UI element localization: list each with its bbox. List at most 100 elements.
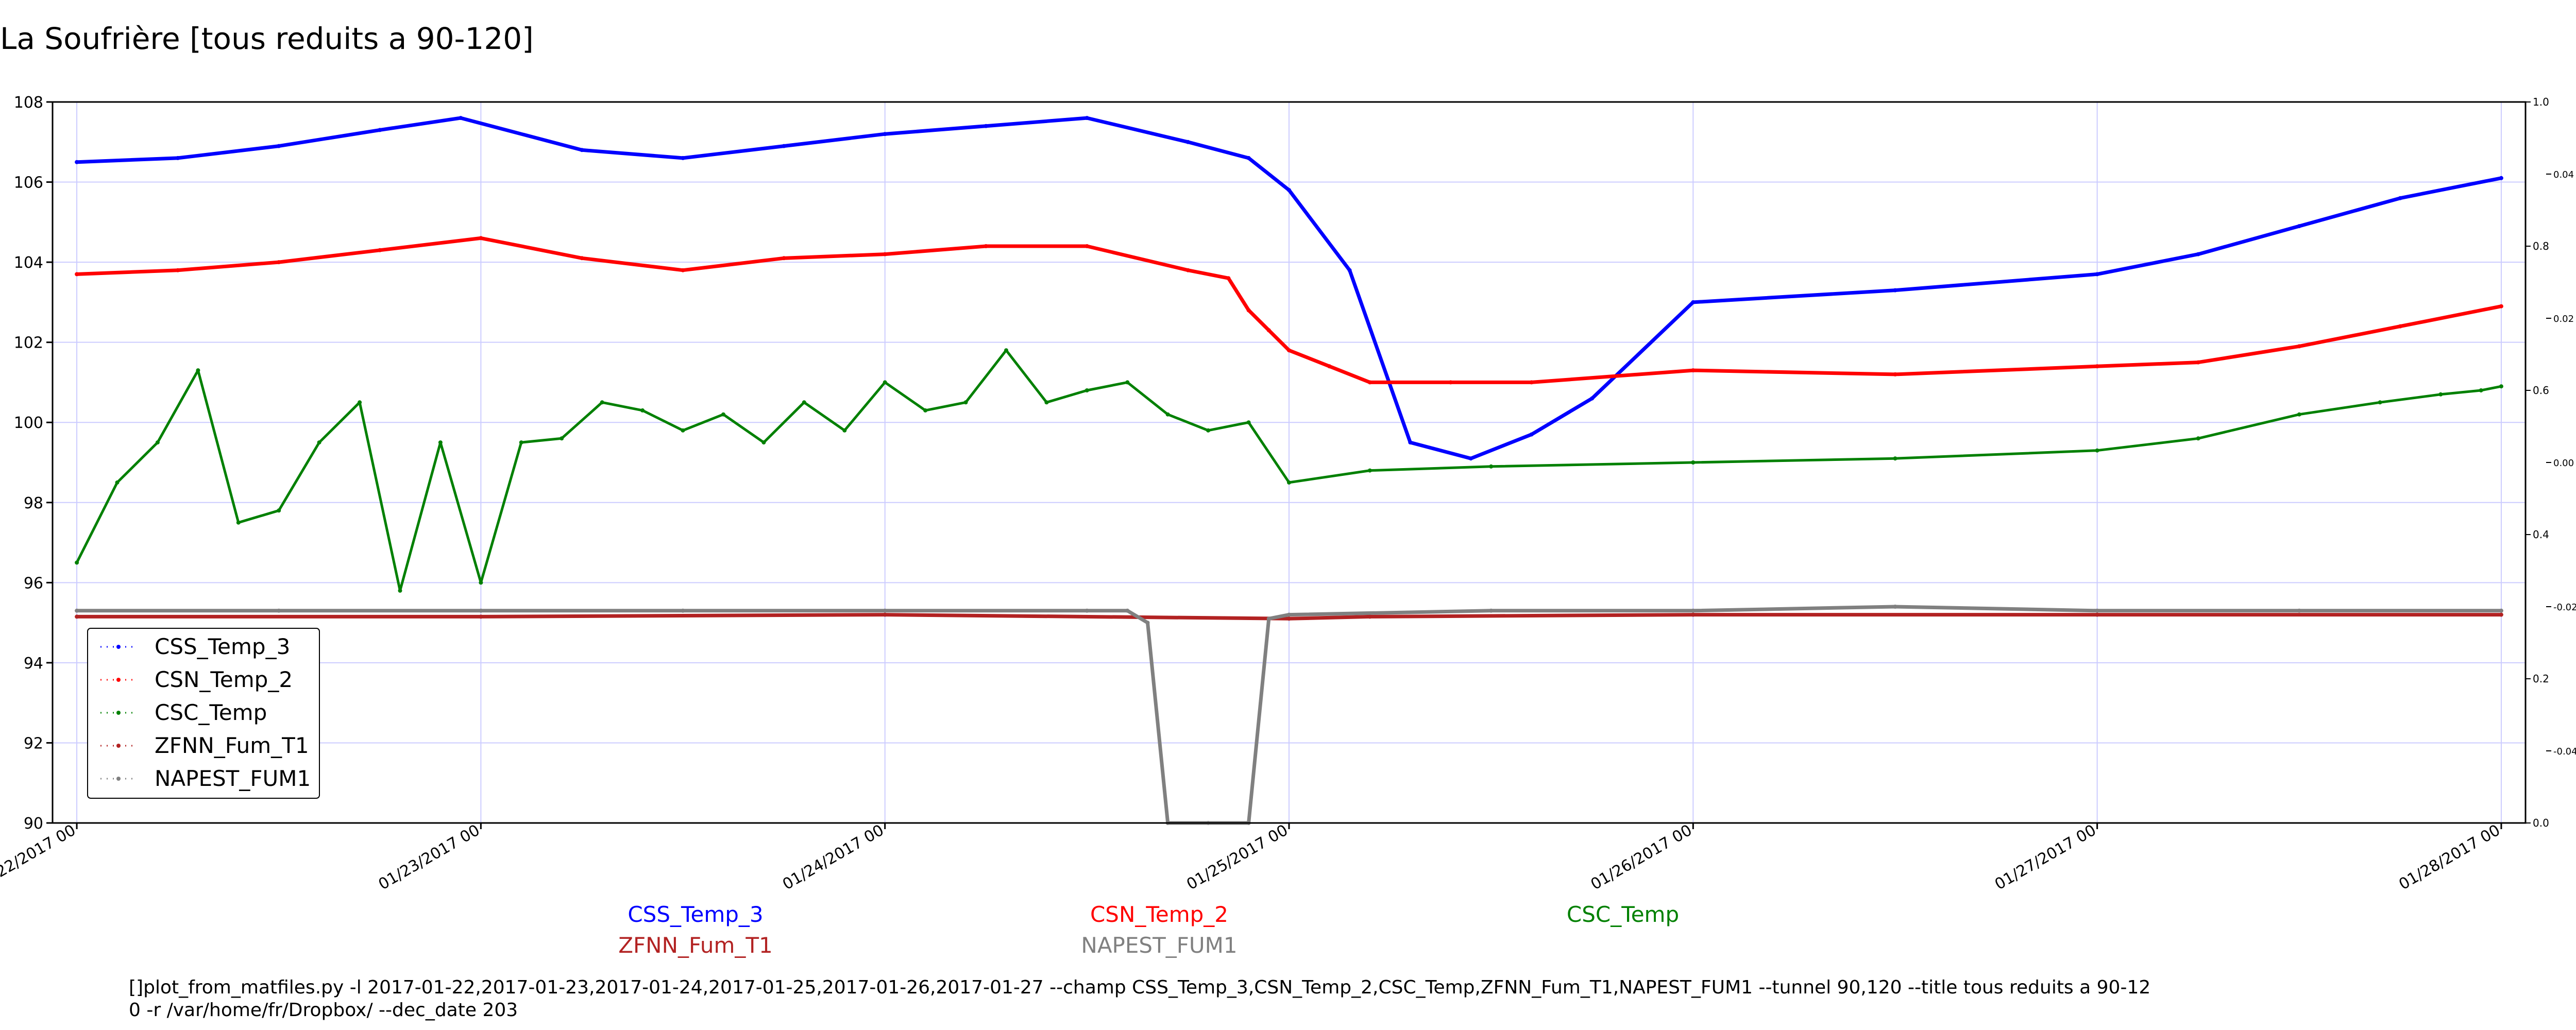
data-point-CSS_Temp_3 xyxy=(1468,456,1473,461)
data-point-CSC_Temp xyxy=(721,412,725,417)
data-point-NAPEST_FUM1 xyxy=(2499,608,2503,613)
data-point-NAPEST_FUM1 xyxy=(75,608,79,613)
data-point-CSN_Temp_2 xyxy=(883,252,887,256)
right-tick-label: 0.0 xyxy=(2533,817,2549,829)
series-line-CSS_Temp_3 xyxy=(76,116,2502,460)
data-point-CSN_Temp_2 xyxy=(984,244,988,248)
data-point-CSS_Temp_3 xyxy=(2398,196,2402,200)
data-point-NAPEST_FUM1 xyxy=(1893,605,1897,609)
legend-marker xyxy=(116,744,121,748)
data-point-CSC_Temp xyxy=(1004,348,1008,353)
data-point-CSC_Temp xyxy=(761,440,766,445)
data-point-CSN_Temp_2 xyxy=(1327,364,1332,369)
data-point-CSC_Temp xyxy=(115,480,120,485)
y-tick-label: 106 xyxy=(14,174,43,192)
data-point-CSN_Temp_2 xyxy=(580,256,584,261)
data-point-CSC_Temp xyxy=(479,580,483,585)
data-point-CSN_Temp_2 xyxy=(1367,380,1372,385)
data-point-CSC_Temp xyxy=(842,428,847,433)
data-point-CSS_Temp_3 xyxy=(1084,116,1089,121)
data-point-CSS_Temp_3 xyxy=(378,128,382,132)
data-point-NAPEST_FUM1 xyxy=(1489,608,1494,613)
data-point-CSN_Temp_2 xyxy=(2095,364,2099,369)
y-tick-label: 92 xyxy=(24,734,43,752)
series-annotation: ZFNN_Fum_T1 xyxy=(618,933,773,958)
legend-box xyxy=(87,628,320,799)
legend-marker xyxy=(116,711,121,715)
data-point-CSN_Temp_2 xyxy=(75,272,79,277)
data-point-CSC_Temp xyxy=(600,400,604,405)
data-point-CSC_Temp xyxy=(196,368,200,373)
data-point-CSC_Temp xyxy=(1287,480,1291,485)
data-point-CSN_Temp_2 xyxy=(1529,380,1534,385)
data-point-CSC_Temp xyxy=(155,440,160,445)
data-point-CSN_Temp_2 xyxy=(1226,276,1231,281)
data-point-CSS_Temp_3 xyxy=(277,144,281,148)
data-point-NAPEST_FUM1 xyxy=(2095,608,2099,613)
data-point-CSC_Temp xyxy=(75,560,79,565)
data-point-CSC_Temp xyxy=(883,380,887,385)
data-point-CSN_Temp_2 xyxy=(479,236,483,241)
data-point-CSC_Temp xyxy=(2095,448,2099,453)
y-tick-label: 100 xyxy=(14,414,43,432)
data-point-CSS_Temp_3 xyxy=(2196,252,2200,256)
legend-label: ZFNN_Fum_T1 xyxy=(155,733,309,758)
data-point-CSS_Temp_3 xyxy=(1590,396,1595,401)
data-point-CSC_Temp xyxy=(1489,464,1494,469)
data-point-CSS_Temp_3 xyxy=(681,156,685,160)
right-tick-label-secondary: -0.04 xyxy=(2553,746,2576,757)
data-point-CSC_Temp xyxy=(802,400,806,405)
data-point-CSC_Temp xyxy=(236,520,241,525)
x-tick-label: 01/26/2017 00 xyxy=(1588,821,1696,894)
y-tick-label: 102 xyxy=(14,334,43,352)
data-point-CSC_Temp xyxy=(1246,420,1251,425)
data-point-CSC_Temp xyxy=(1691,460,1696,465)
data-point-CSC_Temp xyxy=(277,508,281,513)
legend-label: NAPEST_FUM1 xyxy=(155,766,311,791)
series-annotation: CSS_Temp_3 xyxy=(628,902,763,927)
data-point-CSS_Temp_3 xyxy=(984,124,988,128)
data-point-CSC_Temp xyxy=(2479,388,2483,392)
data-point-CSC_Temp xyxy=(560,436,564,441)
data-point-CSN_Temp_2 xyxy=(1448,380,1453,385)
data-point-NAPEST_FUM1 xyxy=(479,608,483,613)
data-point-CSS_Temp_3 xyxy=(176,156,180,160)
data-point-CSC_Temp xyxy=(681,428,685,433)
data-point-NAPEST_FUM1 xyxy=(2297,608,2301,613)
data-point-CSC_Temp xyxy=(1367,468,1372,473)
x-tick-label: 01/23/2017 00 xyxy=(376,821,483,894)
data-point-CSS_Temp_3 xyxy=(459,116,463,121)
legend-marker xyxy=(116,678,121,682)
data-point-NAPEST_FUM1 xyxy=(277,608,281,613)
legend-label: CSN_Temp_2 xyxy=(155,667,293,692)
data-point-CSS_Temp_3 xyxy=(1893,288,1897,293)
data-point-CSN_Temp_2 xyxy=(1084,244,1089,248)
data-point-CSC_Temp xyxy=(1084,388,1089,392)
x-tick-label: 01/24/2017 00 xyxy=(779,821,887,894)
series-line-CSC_Temp xyxy=(75,349,2502,592)
data-point-CSS_Temp_3 xyxy=(1691,300,1696,304)
right-tick-label: 0.8 xyxy=(2533,240,2549,252)
series-layer xyxy=(75,116,2503,825)
data-point-CSC_Temp xyxy=(438,440,443,445)
command-footer: []plot_from_matfiles.py -l 2017-01-22,20… xyxy=(129,977,2151,1021)
data-point-CSC_Temp xyxy=(963,400,968,405)
data-point-CSS_Temp_3 xyxy=(2095,272,2099,277)
y-tick-label: 94 xyxy=(24,655,43,673)
data-point-CSC_Temp xyxy=(1044,400,1049,405)
y-tick-label: 98 xyxy=(24,494,43,512)
data-point-CSC_Temp xyxy=(358,400,362,405)
right-tick-label-secondary: -0.02 xyxy=(2553,602,2576,613)
data-point-CSC_Temp xyxy=(1165,412,1170,417)
right-tick-label-secondary: 0.00 xyxy=(2553,458,2574,469)
data-point-NAPEST_FUM1 xyxy=(1084,608,1089,613)
data-point-ZFNN_Fum_T1 xyxy=(479,614,483,619)
data-point-CSS_Temp_3 xyxy=(883,132,887,136)
data-point-CSS_Temp_3 xyxy=(1347,268,1352,272)
data-point-CSC_Temp xyxy=(519,440,523,445)
series-annotation: CSC_Temp xyxy=(1567,902,1679,927)
data-point-CSC_Temp xyxy=(1206,428,1211,433)
data-point-CSS_Temp_3 xyxy=(2297,224,2301,229)
data-point-CSN_Temp_2 xyxy=(1691,368,1696,373)
right-tick-label-secondary: 0.04 xyxy=(2553,169,2574,180)
